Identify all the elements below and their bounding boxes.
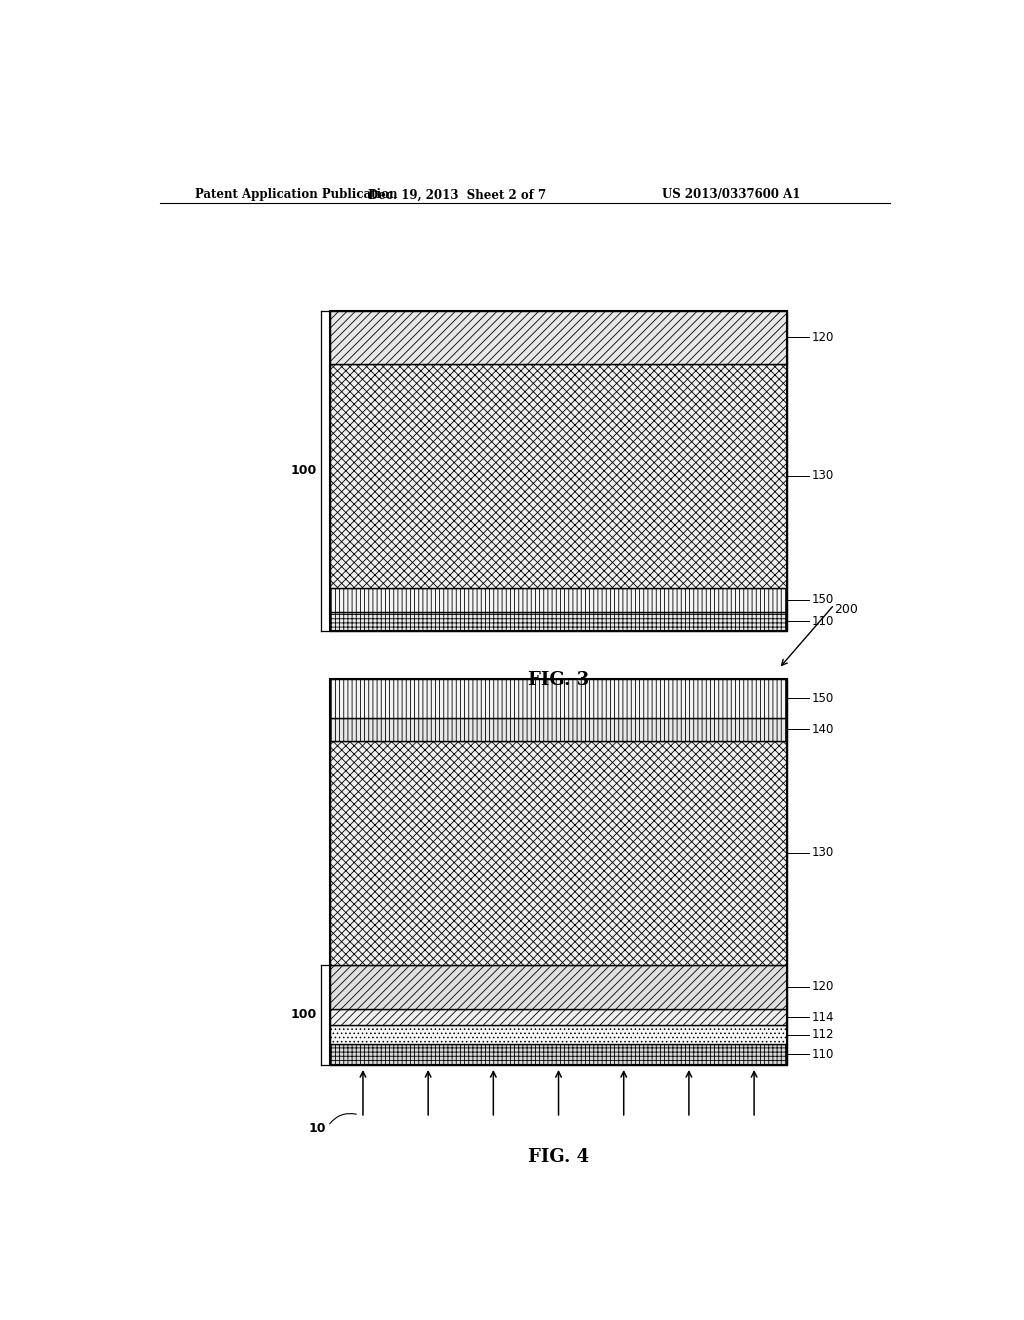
Bar bbox=[331, 718, 786, 741]
Bar bbox=[331, 1008, 786, 1026]
Text: 100: 100 bbox=[291, 1008, 316, 1022]
Text: 112: 112 bbox=[812, 1028, 835, 1041]
Bar bbox=[331, 1044, 786, 1065]
Bar bbox=[331, 364, 786, 587]
Bar bbox=[331, 1026, 786, 1044]
Text: 110: 110 bbox=[812, 1048, 835, 1061]
Bar bbox=[331, 587, 786, 611]
Bar bbox=[331, 678, 786, 1065]
Text: 130: 130 bbox=[812, 846, 835, 859]
Bar bbox=[331, 1026, 786, 1044]
Bar bbox=[331, 965, 786, 1008]
Text: 10: 10 bbox=[309, 1122, 327, 1135]
Text: 114: 114 bbox=[812, 1011, 835, 1023]
Text: US 2013/0337600 A1: US 2013/0337600 A1 bbox=[662, 189, 801, 202]
Text: FIG. 4: FIG. 4 bbox=[528, 1147, 589, 1166]
Bar bbox=[331, 312, 786, 364]
Text: Patent Application Publication: Patent Application Publication bbox=[196, 189, 398, 202]
Bar bbox=[331, 312, 786, 631]
Bar bbox=[331, 611, 786, 631]
Text: 120: 120 bbox=[812, 981, 835, 994]
Bar bbox=[331, 1008, 786, 1026]
Text: 140: 140 bbox=[812, 723, 835, 735]
Bar bbox=[331, 741, 786, 965]
Bar bbox=[331, 965, 786, 1008]
Bar bbox=[331, 611, 786, 631]
Bar bbox=[331, 364, 786, 587]
Bar bbox=[331, 587, 786, 611]
Text: 110: 110 bbox=[812, 615, 835, 628]
Text: 200: 200 bbox=[835, 603, 858, 616]
Text: 150: 150 bbox=[812, 593, 835, 606]
Text: FIG. 3: FIG. 3 bbox=[528, 671, 589, 689]
Text: 150: 150 bbox=[812, 692, 835, 705]
Text: 130: 130 bbox=[812, 469, 835, 482]
Text: 100: 100 bbox=[291, 465, 316, 478]
Text: 120: 120 bbox=[812, 331, 835, 343]
Bar bbox=[331, 718, 786, 741]
Bar bbox=[331, 741, 786, 965]
Bar bbox=[331, 678, 786, 718]
Text: Dec. 19, 2013  Sheet 2 of 7: Dec. 19, 2013 Sheet 2 of 7 bbox=[369, 189, 547, 202]
Bar bbox=[331, 678, 786, 718]
Bar bbox=[331, 1044, 786, 1065]
Bar bbox=[331, 312, 786, 364]
